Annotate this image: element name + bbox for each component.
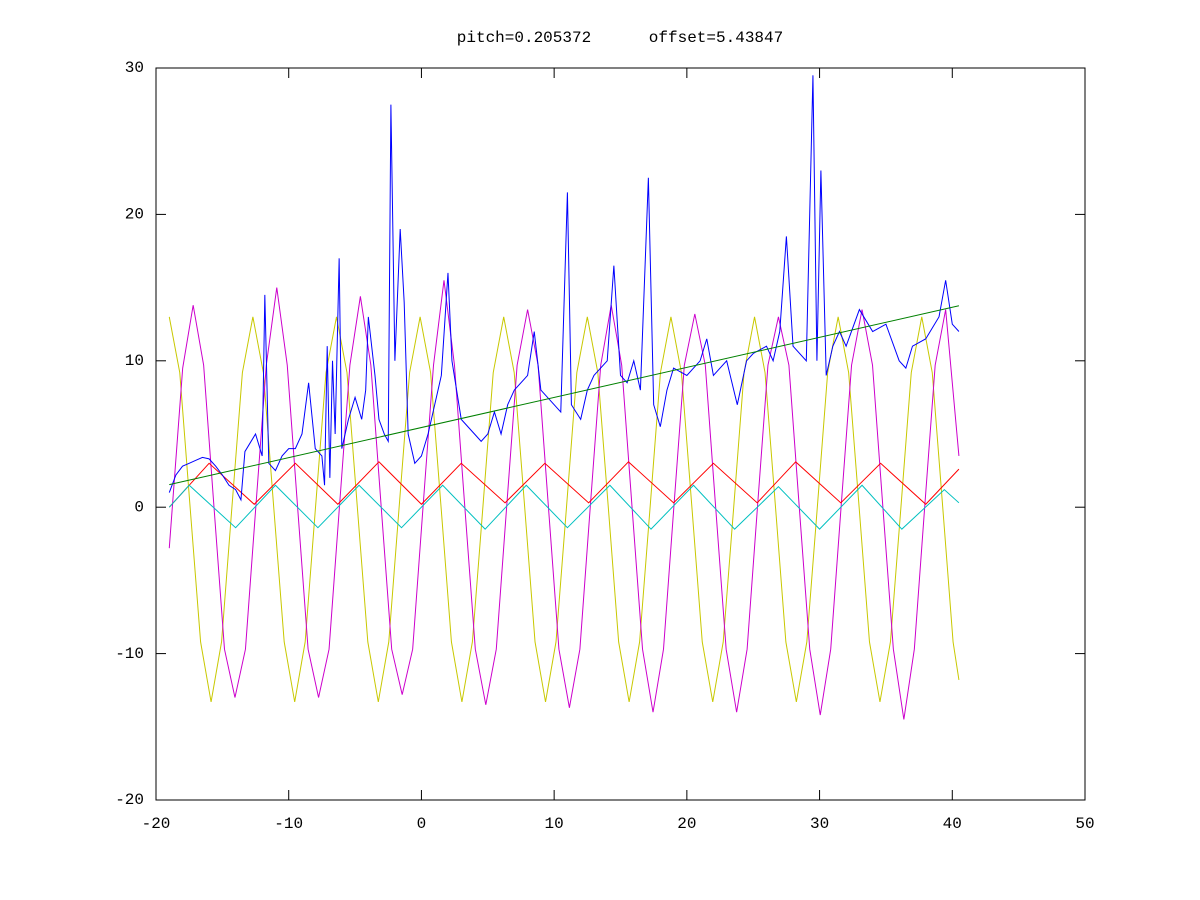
data-line — [168, 75, 960, 502]
data-line — [168, 280, 960, 720]
x-tick-label: 50 — [1075, 815, 1094, 833]
y-tick-label: -20 — [115, 791, 144, 809]
y-tick-label: 30 — [125, 59, 144, 77]
chart-title: pitch=0.205372 offset=5.43847 — [457, 29, 783, 47]
x-tick-label: 40 — [943, 815, 962, 833]
x-tick-label: -20 — [142, 815, 171, 833]
y-tick-label: -10 — [115, 645, 144, 663]
plot-frame — [155, 67, 1086, 801]
x-tick-label: 20 — [677, 815, 696, 833]
y-tick-label: 10 — [125, 352, 144, 370]
x-tick-label: -10 — [274, 815, 303, 833]
y-tick-label: 20 — [125, 206, 144, 224]
data-line — [169, 305, 960, 486]
data-line — [168, 461, 960, 508]
x-tick-label: 10 — [545, 815, 564, 833]
x-tick-label: 0 — [417, 815, 427, 833]
x-tick-label: 30 — [810, 815, 829, 833]
data-line — [168, 484, 960, 530]
y-tick-label: 0 — [134, 498, 144, 516]
